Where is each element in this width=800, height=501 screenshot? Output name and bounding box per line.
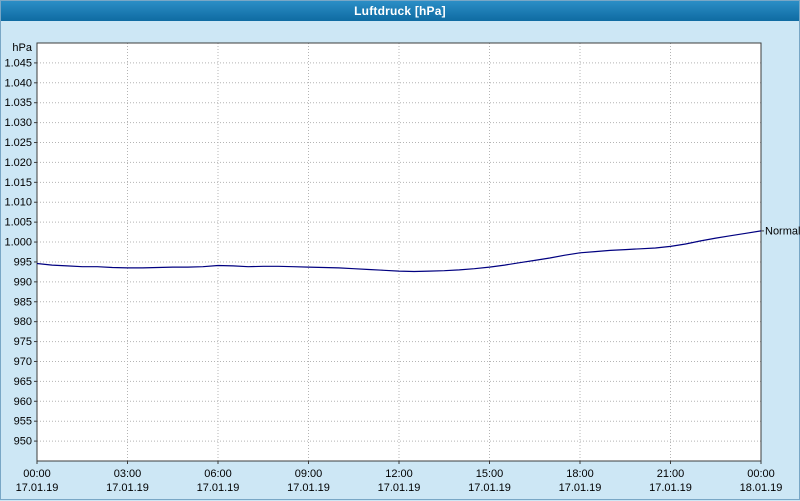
plot-area [37,43,761,461]
x-tick-date: 17.01.19 [468,482,511,494]
x-tick-date: 17.01.19 [16,482,59,494]
y-tick-label: 975 [14,336,32,348]
y-tick-label: 995 [14,256,32,268]
y-tick-label: 1.025 [4,137,32,149]
x-tick-time: 00:00 [23,468,51,480]
x-tick-time: 06:00 [204,468,232,480]
y-tick-label: 960 [14,396,32,408]
y-tick-label: 1.045 [4,57,32,69]
chart-container: 1.045 1.040 1.035 1.030 1.025 1.020 1.015 1.010… [1,21,800,501]
x-tick-time: 18:00 [566,468,594,480]
x-tick-date: 17.01.19 [559,482,602,494]
x-tick-date: 17.01.19 [649,482,692,494]
x-tick-date: 17.01.19 [378,482,421,494]
x-tick-date: 17.01.19 [106,482,149,494]
x-tick-time: 15:00 [476,468,504,480]
x-tick-time: 00:00 [747,468,775,480]
y-tick-label: 1.000 [4,237,32,249]
y-tick-label: 1.040 [4,77,32,89]
x-tick-time: 03:00 [114,468,142,480]
x-tick-time: 21:00 [657,468,685,480]
y-tick-label: 1.020 [4,157,32,169]
y-tick-label: 970 [14,356,32,368]
y-tick-label: 1.030 [4,117,32,129]
y-tick-label: 950 [14,436,32,448]
x-tick-date: 17.01.19 [197,482,240,494]
annotation-normal-label: Normal [765,225,800,237]
y-tick-label: 1.035 [4,97,32,109]
y-tick-label: 985 [14,296,32,308]
x-tick-time: 09:00 [295,468,323,480]
y-tick-label: 1.005 [4,217,32,229]
y-tick-label: 965 [14,376,32,388]
y-axis-unit-label: hPa [12,42,32,54]
pressure-line [36,230,762,273]
pressure-chart: 1.045 1.040 1.035 1.030 1.025 1.020 1.015 1.010… [4,42,800,494]
x-tick-date: 18.01.19 [740,482,783,494]
y-tick-label: 990 [14,276,32,288]
y-tick-label: 1.010 [4,197,32,209]
y-tick-label: 1.015 [4,177,32,189]
plot-border [36,42,762,462]
y-tick-label: 955 [14,416,32,428]
title-bar: Luftdruck [hPa] [1,1,799,21]
x-tick-date: 17.01.19 [287,482,330,494]
x-tick-time: 12:00 [385,468,413,480]
y-tick-label: 980 [14,316,32,328]
chart-title: Luftdruck [hPa] [354,4,446,18]
